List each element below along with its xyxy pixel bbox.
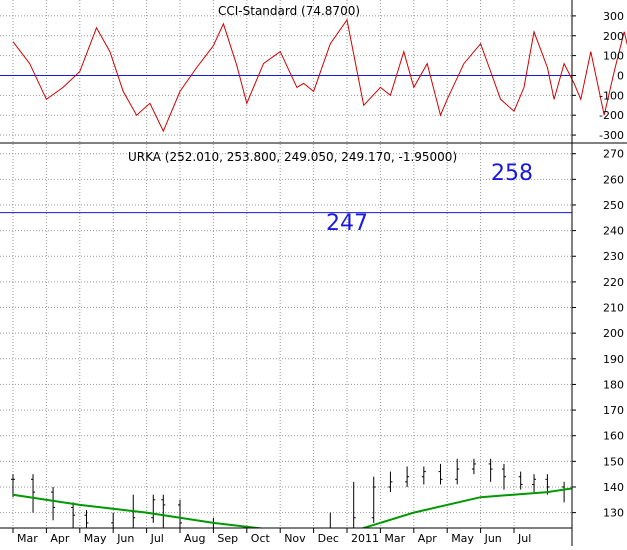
price-bar	[371, 476, 376, 523]
price-bar	[329, 512, 331, 528]
cci-tick-label: -200	[599, 109, 624, 122]
x-tick-label: Oct	[251, 532, 271, 545]
price-bar	[488, 458, 493, 482]
price-bar	[161, 494, 166, 528]
price-tick-label: 270	[603, 148, 624, 161]
price-bar	[518, 471, 523, 490]
x-tick-label: Apr	[50, 532, 70, 545]
x-tick-label: Dec	[318, 532, 339, 545]
price-tick-label: 200	[603, 327, 624, 340]
cci-series-line	[12, 18, 627, 133]
price-bar	[353, 481, 356, 528]
price-bar	[405, 466, 410, 487]
x-tick-label: Jun	[116, 532, 134, 545]
x-tick-label: Aug	[184, 532, 205, 545]
price-bar	[471, 458, 476, 475]
cci-tick-label: -100	[599, 89, 624, 102]
x-tick-label: May	[451, 532, 474, 545]
annotation-258: 258	[491, 161, 533, 186]
price-title: URKA (252.010, 253.800, 249.050, 249.170…	[128, 150, 457, 164]
cci-title: CCI-Standard (74.8700)	[218, 4, 360, 18]
price-bar	[421, 466, 426, 485]
annotation-247: 247	[326, 211, 368, 236]
price-bar	[71, 502, 76, 528]
price-bar	[132, 494, 136, 528]
price-bar	[455, 458, 460, 485]
price-tick-label: 150	[603, 455, 624, 468]
price-bar	[151, 494, 156, 523]
cci-tick-label: 200	[603, 30, 624, 43]
x-tick-label: Apr	[418, 532, 438, 545]
cci-tick-label: 0	[617, 69, 624, 82]
x-tick-label: Jun	[484, 532, 502, 545]
price-bar	[501, 463, 506, 490]
price-bar	[31, 474, 36, 513]
x-tick-label: Mar	[17, 532, 38, 545]
x-tick-label: Mar	[384, 532, 405, 545]
x-tick-label: Sep	[217, 532, 238, 545]
price-tick-label: 160	[603, 430, 624, 443]
price-tick-label: 210	[603, 302, 624, 315]
price-bar	[178, 499, 182, 528]
price-tick-label: 130	[603, 507, 624, 520]
price-bar	[84, 510, 89, 528]
price-bar	[438, 463, 443, 485]
price-tick-label: 140	[603, 481, 624, 494]
cci-tick-label: 100	[603, 50, 624, 63]
price-bar	[388, 471, 393, 493]
price-tick-label: 220	[603, 276, 624, 289]
price-tick-label: 190	[603, 353, 624, 366]
x-tick-label: Jul	[517, 532, 531, 545]
price-tick-label: 180	[603, 378, 624, 391]
price-bar	[51, 486, 56, 521]
cci-tick-label: 300	[603, 10, 624, 23]
price-bar	[111, 512, 114, 528]
x-tick-label: May	[84, 532, 107, 545]
x-tick-label: 2011	[351, 532, 379, 545]
x-tick-label: Jul	[150, 532, 164, 545]
x-tick-label: Nov	[284, 532, 306, 545]
price-tick-label: 170	[603, 404, 624, 417]
price-bar	[11, 474, 15, 498]
cci-tick-label: -300	[599, 129, 624, 142]
price-tick-label: 230	[603, 250, 624, 263]
price-tick-label: 250	[603, 199, 624, 212]
price-tick-label: 260	[603, 173, 624, 186]
price-bar	[532, 474, 537, 493]
price-tick-label: 240	[603, 225, 624, 238]
